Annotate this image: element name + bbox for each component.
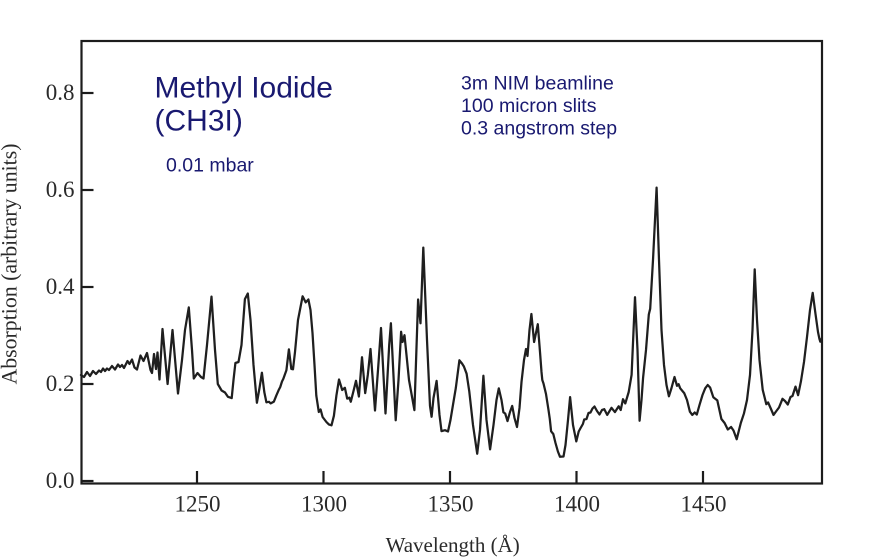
svg-text:1400: 1400: [554, 492, 600, 517]
svg-text:(CH3I): (CH3I): [155, 105, 243, 138]
svg-text:0.6: 0.6: [46, 177, 75, 202]
svg-text:1300: 1300: [301, 492, 347, 517]
svg-text:0.8: 0.8: [46, 80, 75, 105]
svg-text:100 micron slits: 100 micron slits: [461, 95, 597, 117]
svg-text:0.01 mbar: 0.01 mbar: [166, 155, 254, 177]
svg-text:Methyl Iodide: Methyl Iodide: [155, 71, 333, 104]
svg-text:1450: 1450: [681, 492, 727, 517]
svg-text:1350: 1350: [428, 492, 474, 517]
svg-text:Wavelength (Å): Wavelength (Å): [386, 533, 520, 557]
svg-text:3m NIM beamline: 3m NIM beamline: [461, 73, 614, 95]
svg-text:1250: 1250: [175, 492, 221, 517]
svg-text:0.4: 0.4: [46, 274, 75, 299]
svg-text:0.0: 0.0: [46, 468, 75, 493]
svg-text:0.3 angstrom step: 0.3 angstrom step: [461, 117, 617, 139]
svg-text:0.2: 0.2: [46, 371, 75, 396]
svg-text:Absorption (arbitrary units): Absorption (arbitrary units): [0, 144, 22, 385]
